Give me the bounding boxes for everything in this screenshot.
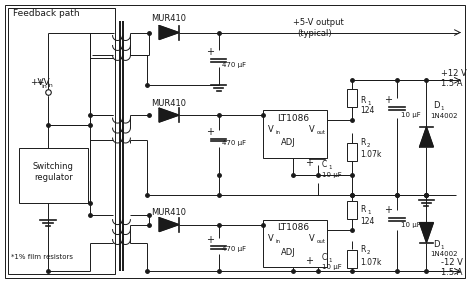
Text: R: R: [360, 139, 365, 147]
Bar: [263, 110, 328, 158]
Text: C: C: [321, 160, 327, 169]
Text: R: R: [360, 96, 365, 105]
Text: 1.5 A: 1.5 A: [441, 268, 463, 277]
Text: 10 μF: 10 μF: [321, 264, 341, 270]
Text: C: C: [321, 253, 327, 262]
Bar: [347, 201, 357, 219]
Text: Switching: Switching: [33, 162, 73, 171]
Text: Feedback path: Feedback path: [13, 9, 79, 18]
Text: in: in: [41, 84, 47, 89]
Text: 124: 124: [360, 217, 374, 226]
Text: V: V: [268, 234, 274, 243]
Text: +: +: [305, 256, 312, 266]
Text: 1N4002: 1N4002: [430, 251, 458, 258]
Text: +: +: [206, 47, 214, 57]
Polygon shape: [419, 223, 433, 243]
Text: 1: 1: [328, 258, 332, 263]
Text: 470 μF: 470 μF: [222, 140, 246, 146]
Text: in: in: [47, 83, 53, 88]
Text: ADJ: ADJ: [281, 248, 296, 257]
Text: *1% film resistors: *1% film resistors: [10, 254, 73, 260]
Text: MUR410: MUR410: [152, 99, 187, 108]
Text: out: out: [317, 239, 326, 244]
Bar: [347, 89, 357, 107]
Text: +5-V output: +5-V output: [293, 18, 344, 27]
Text: 10 μF: 10 μF: [321, 172, 341, 178]
Text: +: +: [206, 127, 214, 137]
Text: LT1086: LT1086: [277, 114, 309, 123]
Text: 124: 124: [360, 106, 374, 115]
Text: 1N4002: 1N4002: [430, 113, 458, 119]
Text: ADJ: ADJ: [281, 139, 296, 147]
Bar: [347, 250, 357, 268]
Text: 10 μF: 10 μF: [401, 112, 420, 118]
Polygon shape: [159, 26, 179, 39]
Text: D: D: [433, 240, 440, 249]
Text: 1: 1: [367, 210, 371, 215]
Text: MUR410: MUR410: [152, 208, 187, 217]
Text: +V: +V: [36, 78, 50, 87]
Text: +: +: [384, 205, 392, 215]
Text: 470 μF: 470 μF: [222, 62, 246, 68]
Text: +12 V: +12 V: [441, 69, 467, 78]
Polygon shape: [159, 108, 179, 122]
Text: 1: 1: [440, 106, 444, 111]
Text: +: +: [206, 235, 214, 245]
Text: 1: 1: [328, 165, 332, 170]
Text: 1: 1: [367, 101, 371, 106]
Text: +: +: [384, 95, 392, 105]
Text: V: V: [309, 234, 314, 243]
Text: MUR410: MUR410: [152, 14, 187, 23]
Text: 1: 1: [440, 245, 444, 250]
Text: 1.07k: 1.07k: [360, 258, 382, 267]
Text: -12 V: -12 V: [441, 258, 463, 267]
Text: 2: 2: [367, 250, 371, 255]
Text: 2: 2: [367, 143, 371, 149]
Bar: [347, 143, 357, 161]
Text: in: in: [276, 239, 281, 244]
Text: (typical): (typical): [298, 29, 332, 38]
Text: +: +: [305, 158, 312, 168]
Text: 1.07k: 1.07k: [360, 151, 382, 159]
Text: V: V: [268, 125, 274, 133]
Polygon shape: [419, 127, 433, 147]
Text: V: V: [309, 125, 314, 133]
Bar: [8, 8, 115, 274]
Text: +V: +V: [30, 78, 44, 87]
Text: D: D: [433, 101, 440, 110]
Text: 1.5 A: 1.5 A: [441, 79, 463, 88]
Text: regulator: regulator: [34, 173, 73, 182]
Text: 10 μF: 10 μF: [401, 222, 420, 227]
Text: R: R: [360, 245, 365, 254]
Text: LT1086: LT1086: [277, 223, 309, 232]
Text: in: in: [276, 130, 281, 135]
Bar: [18, 148, 88, 203]
Text: out: out: [317, 130, 326, 135]
Text: R: R: [360, 205, 365, 214]
Bar: [263, 220, 328, 267]
Polygon shape: [159, 218, 179, 231]
Text: 470 μF: 470 μF: [222, 247, 246, 252]
